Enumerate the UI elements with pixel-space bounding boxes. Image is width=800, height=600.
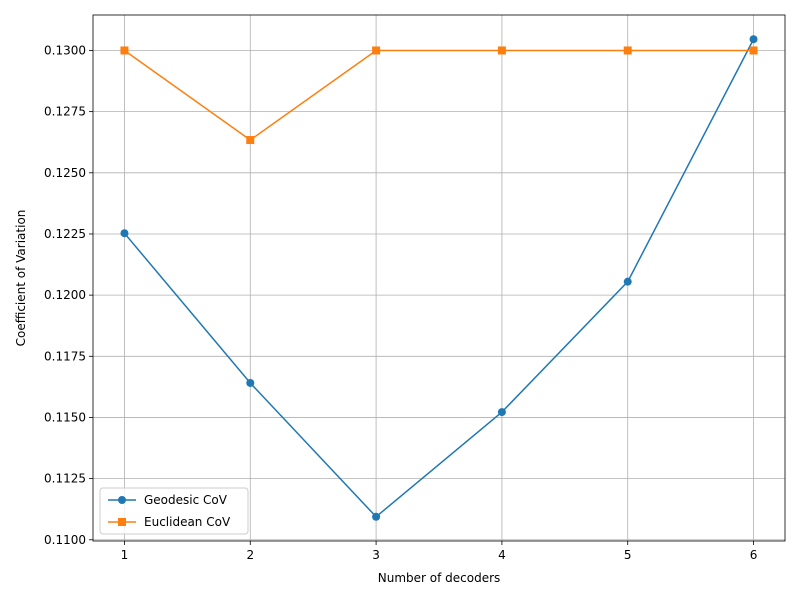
legend-marker — [118, 496, 126, 504]
y-tick-label: 0.1250 — [44, 166, 86, 180]
legend-label: Euclidean CoV — [144, 515, 231, 529]
data-point — [623, 277, 632, 286]
series-group — [120, 35, 758, 521]
y-tick-label: 0.1125 — [44, 472, 86, 486]
data-point — [372, 46, 381, 55]
data-point — [497, 46, 506, 55]
data-point — [749, 35, 758, 44]
legend-item: Geodesic CoV — [108, 493, 228, 507]
data-point — [120, 229, 129, 238]
data-point — [120, 46, 129, 55]
y-tick-label: 0.1225 — [44, 227, 86, 241]
data-point — [246, 378, 255, 387]
data-point — [497, 408, 506, 417]
plot-area-frame — [92, 14, 786, 542]
x-tick-label: 3 — [372, 548, 380, 562]
axis-ticks: 1 2 3 4 5 6 0.1100 0.1125 0.1150 0.1175 0.1200 0.12… — [44, 43, 757, 562]
series-geodesic — [120, 35, 758, 521]
x-tick-label: 1 — [121, 548, 129, 562]
grid — [93, 15, 785, 541]
x-tick-label: 2 — [246, 548, 254, 562]
legend: Geodesic CoV Euclidean CoV — [99, 487, 249, 535]
legend-box — [99, 487, 249, 535]
x-tick-label: 6 — [750, 548, 758, 562]
y-axis-label: Coefficient of Variation — [14, 210, 28, 347]
series-line — [124, 49, 754, 141]
legend-item: Euclidean CoV — [108, 515, 231, 529]
data-point — [623, 46, 632, 55]
data-point — [246, 136, 255, 145]
y-tick-label: 0.1200 — [44, 288, 86, 302]
y-tick-label: 0.1150 — [44, 410, 86, 424]
y-tick-label: 0.1100 — [44, 533, 86, 547]
legend-marker — [118, 518, 126, 526]
data-point — [749, 46, 758, 55]
y-tick-label: 0.1275 — [44, 105, 86, 119]
x-axis-label: Number of decoders — [378, 571, 501, 585]
y-tick-label: 0.1175 — [44, 349, 86, 363]
series-line — [123, 38, 755, 518]
legend-label: Geodesic CoV — [144, 493, 228, 507]
x-tick-label: 5 — [624, 548, 632, 562]
legend-items: Geodesic CoV Euclidean CoV — [108, 493, 231, 529]
x-tick-label: 4 — [498, 548, 506, 562]
y-tick-label: 0.1300 — [44, 43, 86, 57]
series-euclidean — [120, 46, 758, 145]
data-point — [372, 512, 381, 521]
